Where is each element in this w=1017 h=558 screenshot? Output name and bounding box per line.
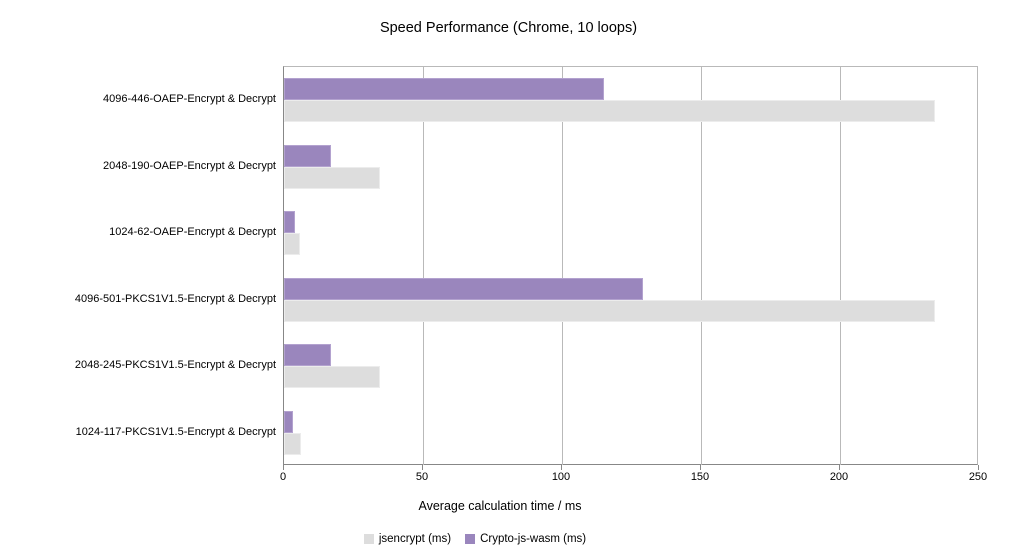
bar-crypto-js-wasm [284,211,296,234]
gridline [562,67,563,465]
legend-item-jsencrypt: jsencrypt (ms) [363,533,452,545]
bar-jsencrypt [284,366,380,389]
x-axis-tick [839,465,840,470]
x-axis-tick [283,465,284,470]
category-label: 4096-501-PKCS1V1.5-Encrypt & Decrypt [74,292,276,305]
legend-label: jsencrypt (ms) [378,533,452,545]
bar-jsencrypt [284,432,301,455]
category-label: 1024-117-PKCS1V1.5-Encrypt & Decrypt [75,425,276,438]
gridline [423,67,424,465]
bar-crypto-js-wasm [284,144,332,167]
legend-item-crypto-js-wasm: Crypto-js-wasm (ms) [465,533,586,545]
plot-area [283,66,978,465]
legend-label: Crypto-js-wasm (ms) [480,533,587,545]
category-label: 2048-190-OAEP-Encrypt & Decrypt [102,159,276,172]
x-axis-tick [422,465,423,470]
bar-jsencrypt [284,299,935,322]
bar-jsencrypt [284,233,300,256]
bar-jsencrypt [284,166,380,189]
x-tick-label: 100 [551,471,571,483]
x-tick-label: 250 [968,471,988,483]
x-axis-title: Average calculation time / ms [418,499,582,513]
x-tick-label: 0 [279,471,287,483]
category-label: 4096-446-OAEP-Encrypt & Decrypt [102,93,276,106]
chart-title: Speed Performance (Chrome, 10 loops) [379,20,638,36]
bar-crypto-js-wasm [284,410,293,433]
gridline [840,67,841,465]
x-axis-tick [978,465,979,470]
legend: jsencrypt (ms) Crypto-js-wasm (ms) [0,533,950,545]
legend-swatch-icon [465,534,476,544]
category-label: 2048-245-PKCS1V1.5-Encrypt & Decrypt [74,359,276,372]
gridline [701,67,702,465]
category-label: 1024-62-OAEP-Encrypt & Decrypt [109,226,276,239]
bar-crypto-js-wasm [284,277,643,300]
x-axis-tick [561,465,562,470]
x-tick-label: 50 [415,471,429,483]
x-tick-label: 150 [690,471,710,483]
x-axis-tick [700,465,701,470]
legend-swatch-icon [363,534,374,544]
x-tick-label: 200 [829,471,849,483]
bar-jsencrypt [284,100,935,123]
bar-crypto-js-wasm [284,344,332,367]
bar-crypto-js-wasm [284,78,604,101]
